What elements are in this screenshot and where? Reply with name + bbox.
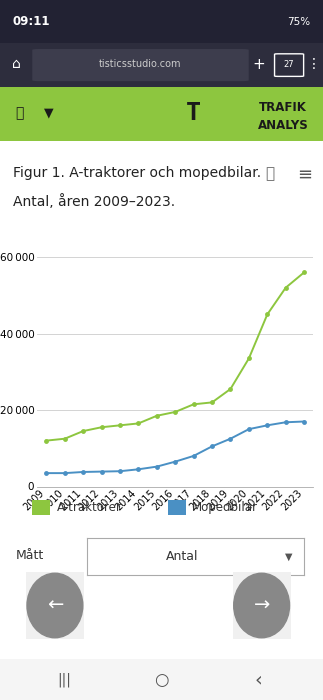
Text: ANALYS: ANALYS — [258, 118, 309, 132]
Text: ≡: ≡ — [297, 166, 312, 184]
Text: +: + — [252, 57, 265, 71]
Text: ▼: ▼ — [285, 552, 292, 561]
Text: ⋮: ⋮ — [307, 57, 320, 71]
Circle shape — [234, 573, 289, 638]
Text: ⓘ: ⓘ — [265, 166, 274, 181]
Text: A-traktorer: A-traktorer — [57, 501, 121, 514]
Text: ‹: ‹ — [255, 670, 262, 690]
Circle shape — [27, 573, 83, 638]
Text: Figur 1. A-traktorer och mopedbilar.: Figur 1. A-traktorer och mopedbilar. — [13, 166, 261, 180]
Text: 27: 27 — [284, 60, 294, 69]
Text: ←: ← — [47, 596, 63, 615]
Text: Antal: Antal — [166, 550, 199, 563]
Text: Mopedbilar: Mopedbilar — [192, 501, 258, 514]
Text: T: T — [186, 101, 201, 125]
Text: →: → — [254, 596, 270, 615]
Text: 75%: 75% — [287, 17, 310, 27]
Text: 09:11: 09:11 — [13, 15, 50, 28]
Text: ○: ○ — [154, 671, 169, 689]
Text: 🖨: 🖨 — [15, 106, 24, 120]
Text: tisticsstudio.com: tisticsstudio.com — [99, 60, 182, 69]
Text: ⌂: ⌂ — [12, 57, 21, 71]
FancyBboxPatch shape — [32, 49, 249, 81]
Text: Antal, åren 2009–2023.: Antal, åren 2009–2023. — [13, 194, 175, 209]
Text: |||: ||| — [58, 673, 71, 687]
Text: ▼: ▼ — [44, 106, 53, 120]
Text: TRAFIK: TRAFIK — [258, 101, 306, 114]
Text: Mått: Mått — [16, 549, 44, 561]
